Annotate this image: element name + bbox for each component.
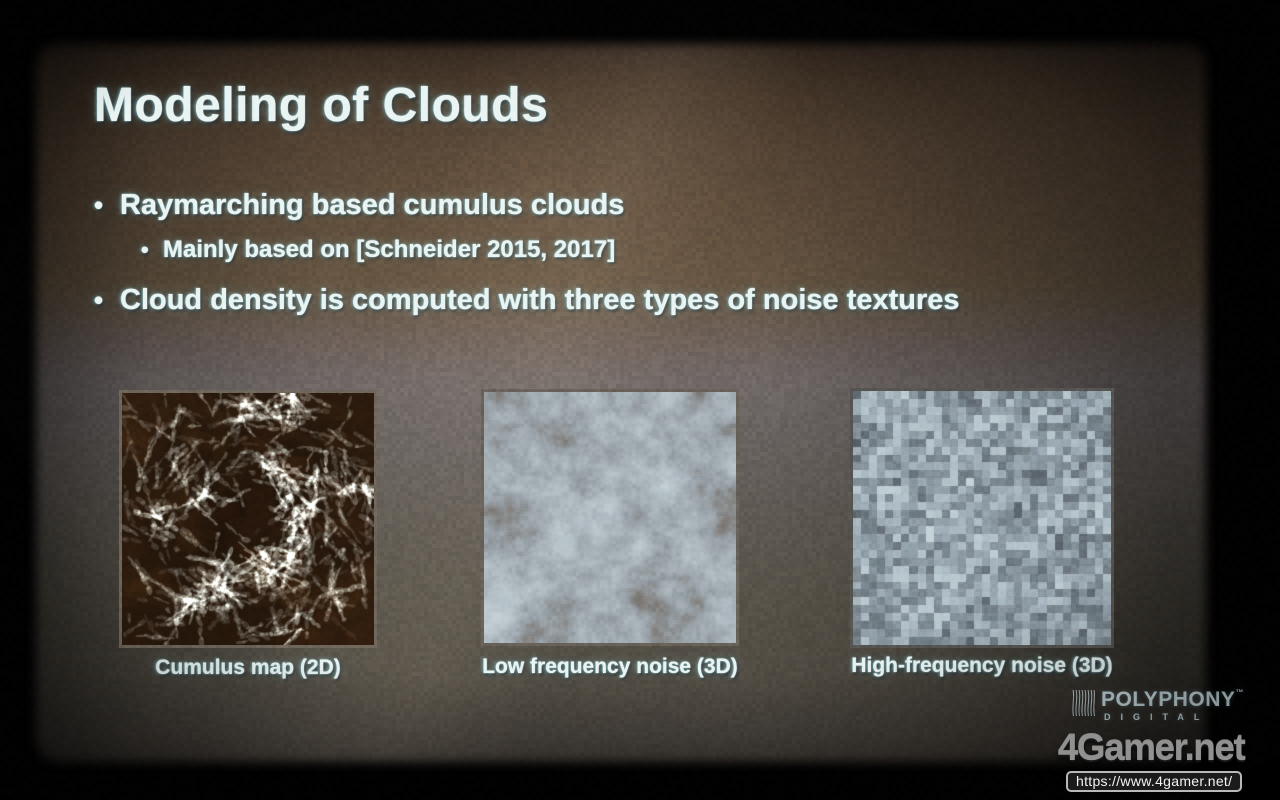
- polyphony-text-block: POLYPHONY™ DIGITAL: [1101, 688, 1244, 723]
- polyphony-wordmark: POLYPHONY: [1101, 688, 1236, 711]
- bullet-marker: •: [141, 237, 149, 262]
- caption-high-frequency-noise: High-frequency noise (3D): [851, 654, 1113, 677]
- bullet-schneider-reference: • Mainly based on [Schneider 2015, 2017]: [141, 236, 615, 264]
- bullet-raymarching: • Raymarching based cumulus clouds: [94, 189, 624, 222]
- bullet-cloud-density: • Cloud density is computed with three t…: [94, 284, 960, 317]
- texture-image-cumulus-map: [119, 390, 377, 648]
- texture-image-low-frequency-noise: [481, 389, 739, 646]
- slide-title: Modeling of Clouds: [94, 79, 549, 132]
- caption-cumulus-map: Cumulus map (2D): [155, 656, 341, 679]
- texture-image-high-frequency-noise: [850, 388, 1114, 648]
- 4gamer-watermark-logo: 4Gamer.net: [1057, 727, 1246, 768]
- caption-low-frequency-noise: Low frequency noise (3D): [482, 655, 738, 678]
- polyphony-digital-label: DIGITAL: [1104, 712, 1210, 722]
- polyphony-name: POLYPHONY™: [1101, 688, 1244, 711]
- bullet-marker: •: [94, 190, 104, 220]
- polyphony-digital-logo: POLYPHONY™ DIGITAL: [1071, 689, 1243, 722]
- bullet-text: Cloud density is computed with three typ…: [120, 284, 960, 316]
- low-frequency-noise-canvas: [484, 392, 736, 643]
- polyphony-trademark: ™: [1235, 688, 1244, 697]
- 4gamer-watermark-url: https://www.4gamer.net/: [1066, 771, 1243, 792]
- cumulus-map-canvas: [122, 393, 374, 645]
- polyphony-stripes-icon: [1072, 689, 1096, 717]
- bullet-marker: •: [94, 285, 104, 315]
- bullet-text: Raymarching based cumulus clouds: [120, 189, 625, 221]
- bullet-text: Mainly based on [Schneider 2015, 2017]: [163, 236, 616, 263]
- high-frequency-noise-canvas: [853, 391, 1111, 645]
